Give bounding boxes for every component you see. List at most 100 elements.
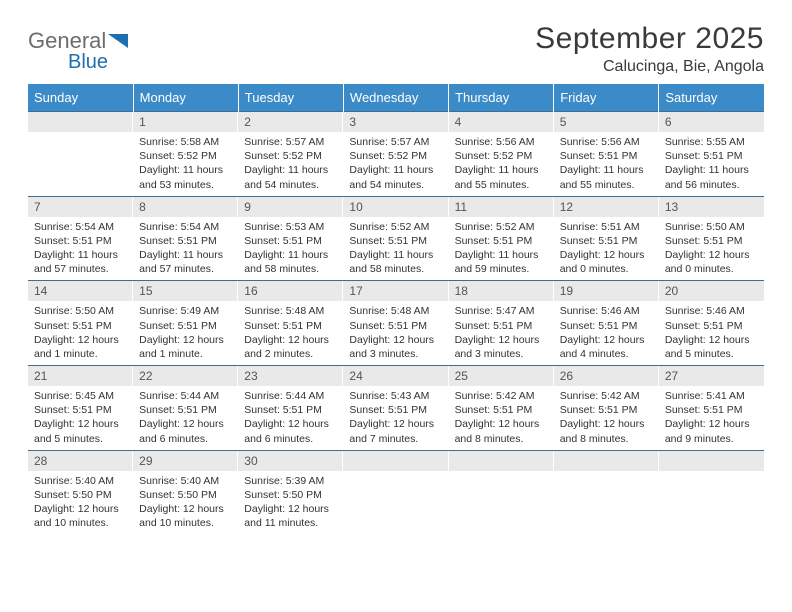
- day-number: 13: [659, 197, 764, 217]
- day-details: Sunrise: 5:58 AMSunset: 5:52 PMDaylight:…: [133, 132, 238, 196]
- sunset-line: Sunset: 5:51 PM: [349, 234, 442, 248]
- sunset-line: Sunset: 5:52 PM: [139, 149, 232, 163]
- day-details: Sunrise: 5:55 AMSunset: 5:51 PMDaylight:…: [659, 132, 764, 196]
- day-details: Sunrise: 5:51 AMSunset: 5:51 PMDaylight:…: [554, 217, 659, 281]
- daylight-line: Daylight: 12 hours and 10 minutes.: [34, 502, 127, 530]
- day-number: 11: [449, 197, 554, 217]
- weekday-header: Tuesday: [238, 84, 343, 112]
- sunrise-line: Sunrise: 5:56 AM: [560, 135, 653, 149]
- sunrise-line: Sunrise: 5:50 AM: [34, 304, 127, 318]
- daylight-line: Daylight: 12 hours and 8 minutes.: [560, 417, 653, 445]
- sunset-line: Sunset: 5:51 PM: [560, 149, 653, 163]
- day-number: 27: [659, 366, 764, 386]
- sunset-line: Sunset: 5:51 PM: [455, 319, 548, 333]
- sunset-line: Sunset: 5:51 PM: [665, 319, 758, 333]
- sunrise-line: Sunrise: 5:53 AM: [244, 220, 337, 234]
- sunrise-line: Sunrise: 5:40 AM: [34, 474, 127, 488]
- weekday-header: Sunday: [28, 84, 133, 112]
- day-details: Sunrise: 5:44 AMSunset: 5:51 PMDaylight:…: [238, 386, 343, 450]
- calendar-cell: 30Sunrise: 5:39 AMSunset: 5:50 PMDayligh…: [238, 450, 343, 534]
- day-number: 25: [449, 366, 554, 386]
- weekday-header: Thursday: [449, 84, 554, 112]
- day-number: 14: [28, 281, 133, 301]
- sunset-line: Sunset: 5:51 PM: [139, 319, 232, 333]
- calendar-cell: 17Sunrise: 5:48 AMSunset: 5:51 PMDayligh…: [343, 281, 448, 366]
- daylight-line: Daylight: 11 hours and 58 minutes.: [349, 248, 442, 276]
- page-title: September 2025: [535, 22, 764, 56]
- calendar-cell: 5Sunrise: 5:56 AMSunset: 5:51 PMDaylight…: [554, 112, 659, 197]
- day-details: Sunrise: 5:41 AMSunset: 5:51 PMDaylight:…: [659, 386, 764, 450]
- calendar-week-row: 1Sunrise: 5:58 AMSunset: 5:52 PMDaylight…: [28, 112, 764, 197]
- calendar-cell: 22Sunrise: 5:44 AMSunset: 5:51 PMDayligh…: [133, 366, 238, 451]
- day-number: 8: [133, 197, 238, 217]
- sunrise-line: Sunrise: 5:51 AM: [560, 220, 653, 234]
- weekday-header: Wednesday: [343, 84, 448, 112]
- daylight-line: Daylight: 12 hours and 8 minutes.: [455, 417, 548, 445]
- logo: General Blue: [28, 22, 148, 72]
- sunrise-line: Sunrise: 5:55 AM: [665, 135, 758, 149]
- sunset-line: Sunset: 5:51 PM: [139, 403, 232, 417]
- day-number: 28: [28, 451, 133, 471]
- daylight-line: Daylight: 11 hours and 54 minutes.: [349, 163, 442, 191]
- sunrise-line: Sunrise: 5:57 AM: [349, 135, 442, 149]
- day-number: [28, 112, 133, 132]
- daylight-line: Daylight: 12 hours and 9 minutes.: [665, 417, 758, 445]
- calendar-cell: [659, 450, 764, 534]
- sunrise-line: Sunrise: 5:57 AM: [244, 135, 337, 149]
- day-details: Sunrise: 5:50 AMSunset: 5:51 PMDaylight:…: [659, 217, 764, 281]
- day-number: [343, 451, 448, 471]
- calendar-body: 1Sunrise: 5:58 AMSunset: 5:52 PMDaylight…: [28, 112, 764, 535]
- sunrise-line: Sunrise: 5:48 AM: [349, 304, 442, 318]
- calendar-week-row: 7Sunrise: 5:54 AMSunset: 5:51 PMDaylight…: [28, 196, 764, 281]
- calendar-table: SundayMondayTuesdayWednesdayThursdayFrid…: [28, 84, 764, 534]
- day-number: 2: [238, 112, 343, 132]
- day-number: 5: [554, 112, 659, 132]
- day-number: 17: [343, 281, 448, 301]
- calendar-cell: 6Sunrise: 5:55 AMSunset: 5:51 PMDaylight…: [659, 112, 764, 197]
- sunrise-line: Sunrise: 5:48 AM: [244, 304, 337, 318]
- sunset-line: Sunset: 5:51 PM: [34, 403, 127, 417]
- calendar-cell: 8Sunrise: 5:54 AMSunset: 5:51 PMDaylight…: [133, 196, 238, 281]
- calendar-cell: [28, 112, 133, 197]
- daylight-line: Daylight: 12 hours and 6 minutes.: [244, 417, 337, 445]
- weekday-header: Saturday: [659, 84, 764, 112]
- daylight-line: Daylight: 11 hours and 58 minutes.: [244, 248, 337, 276]
- calendar-cell: 25Sunrise: 5:42 AMSunset: 5:51 PMDayligh…: [449, 366, 554, 451]
- sunset-line: Sunset: 5:51 PM: [455, 403, 548, 417]
- day-number: 15: [133, 281, 238, 301]
- sunset-line: Sunset: 5:50 PM: [139, 488, 232, 502]
- calendar-cell: 23Sunrise: 5:44 AMSunset: 5:51 PMDayligh…: [238, 366, 343, 451]
- day-details: Sunrise: 5:43 AMSunset: 5:51 PMDaylight:…: [343, 386, 448, 450]
- sunrise-line: Sunrise: 5:42 AM: [560, 389, 653, 403]
- day-details: Sunrise: 5:49 AMSunset: 5:51 PMDaylight:…: [133, 301, 238, 365]
- daylight-line: Daylight: 12 hours and 10 minutes.: [139, 502, 232, 530]
- day-number: 4: [449, 112, 554, 132]
- calendar-cell: 7Sunrise: 5:54 AMSunset: 5:51 PMDaylight…: [28, 196, 133, 281]
- day-details: Sunrise: 5:52 AMSunset: 5:51 PMDaylight:…: [343, 217, 448, 281]
- day-details: Sunrise: 5:45 AMSunset: 5:51 PMDaylight:…: [28, 386, 133, 450]
- sunrise-line: Sunrise: 5:39 AM: [244, 474, 337, 488]
- sunrise-line: Sunrise: 5:52 AM: [349, 220, 442, 234]
- day-number: 21: [28, 366, 133, 386]
- day-details: Sunrise: 5:56 AMSunset: 5:51 PMDaylight:…: [554, 132, 659, 196]
- daylight-line: Daylight: 12 hours and 0 minutes.: [665, 248, 758, 276]
- day-number: 9: [238, 197, 343, 217]
- sunset-line: Sunset: 5:51 PM: [244, 403, 337, 417]
- daylight-line: Daylight: 11 hours and 55 minutes.: [560, 163, 653, 191]
- daylight-line: Daylight: 11 hours and 55 minutes.: [455, 163, 548, 191]
- day-number: [449, 451, 554, 471]
- sunrise-line: Sunrise: 5:49 AM: [139, 304, 232, 318]
- calendar-cell: 11Sunrise: 5:52 AMSunset: 5:51 PMDayligh…: [449, 196, 554, 281]
- sunrise-line: Sunrise: 5:54 AM: [34, 220, 127, 234]
- sunset-line: Sunset: 5:51 PM: [34, 319, 127, 333]
- sunrise-line: Sunrise: 5:54 AM: [139, 220, 232, 234]
- sunset-line: Sunset: 5:51 PM: [560, 234, 653, 248]
- day-details: Sunrise: 5:54 AMSunset: 5:51 PMDaylight:…: [133, 217, 238, 281]
- day-details: Sunrise: 5:48 AMSunset: 5:51 PMDaylight:…: [343, 301, 448, 365]
- calendar-cell: 27Sunrise: 5:41 AMSunset: 5:51 PMDayligh…: [659, 366, 764, 451]
- daylight-line: Daylight: 12 hours and 1 minute.: [34, 333, 127, 361]
- calendar-cell: [554, 450, 659, 534]
- day-details: Sunrise: 5:56 AMSunset: 5:52 PMDaylight:…: [449, 132, 554, 196]
- day-details: Sunrise: 5:57 AMSunset: 5:52 PMDaylight:…: [238, 132, 343, 196]
- daylight-line: Daylight: 12 hours and 11 minutes.: [244, 502, 337, 530]
